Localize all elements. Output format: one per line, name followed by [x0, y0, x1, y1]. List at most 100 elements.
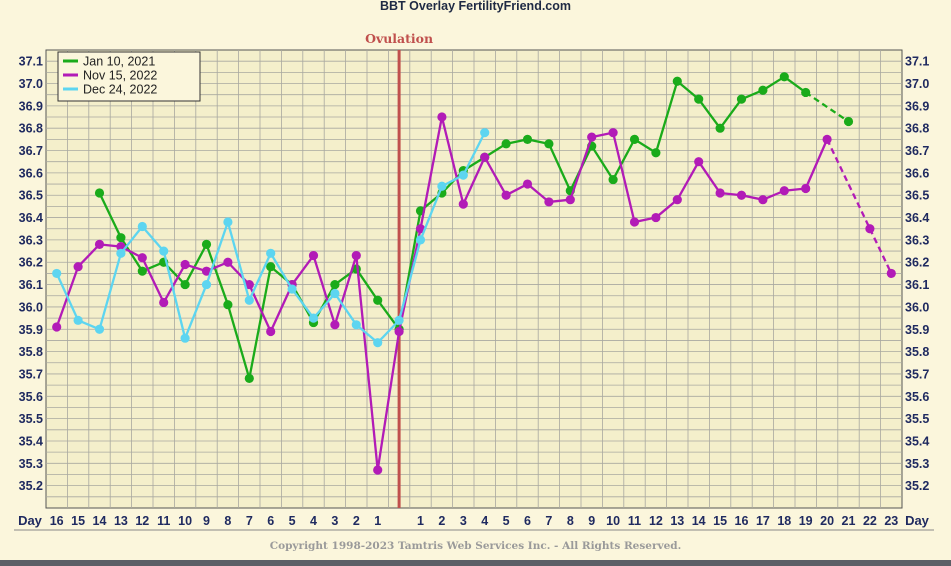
- data-point: [373, 338, 383, 348]
- x-tick-label: 11: [628, 514, 641, 528]
- data-point: [522, 134, 533, 144]
- series-segment: [312, 255, 336, 326]
- data-point: [651, 148, 661, 158]
- data-point: [137, 266, 147, 276]
- series-3: [52, 128, 490, 348]
- y-tick-label-left: 36.2: [19, 256, 43, 270]
- x-tick-label: 3: [460, 514, 467, 528]
- y-tick-label-right: 35.3: [905, 457, 929, 471]
- x-tick-label: 20: [820, 514, 834, 528]
- y-tick-label-right: 36.5: [905, 189, 929, 203]
- x-tick-label: 2: [438, 514, 445, 528]
- series-segment: [77, 243, 101, 268]
- series-segment: [676, 161, 700, 201]
- day-label-right: Day: [905, 513, 930, 528]
- data-point: [201, 266, 212, 276]
- data-point: [73, 262, 83, 272]
- x-tick-label: 4: [310, 514, 317, 528]
- series-segment: [462, 132, 486, 176]
- y-tick-label-left: 36.5: [19, 189, 43, 203]
- y-tick-label-left: 36.6: [19, 166, 43, 180]
- series-segment: [483, 156, 508, 196]
- series-segment: [120, 225, 144, 255]
- series-segment: [205, 221, 229, 285]
- x-tick-label: 11: [157, 514, 170, 528]
- x-tick-label: 5: [289, 514, 296, 528]
- series-segment: [333, 255, 358, 326]
- data-point: [651, 212, 661, 223]
- data-point: [608, 174, 618, 185]
- series-segment: [141, 257, 165, 303]
- x-tick-label: 9: [588, 514, 595, 528]
- series-segment: [184, 243, 208, 286]
- data-point: [330, 320, 340, 330]
- y-tick-label-right: 36.1: [905, 278, 929, 292]
- data-point: [544, 139, 554, 149]
- x-tick-label: 10: [606, 514, 620, 528]
- x-tick-label: 2: [353, 514, 360, 528]
- data-point: [308, 250, 319, 261]
- ovulation-label: Ovulation: [365, 31, 433, 46]
- data-point: [501, 190, 511, 200]
- y-tick-label-right: 36.8: [905, 122, 929, 136]
- series-segment: [98, 192, 122, 239]
- x-tick-label: 17: [756, 514, 770, 528]
- data-point: [159, 246, 169, 256]
- series-segment: [248, 266, 272, 379]
- series-segment: [376, 331, 401, 471]
- data-point: [201, 279, 212, 290]
- y-tick-label-left: 36.1: [19, 278, 43, 292]
- y-tick-label-left: 35.7: [19, 367, 43, 381]
- x-tick-label: 14: [692, 514, 706, 528]
- data-point: [137, 221, 147, 232]
- series-segment: [697, 98, 722, 129]
- series-segment: [355, 323, 379, 344]
- data-point: [373, 465, 383, 475]
- series-segment: [119, 237, 144, 272]
- data-point: [287, 284, 297, 294]
- data-point: [694, 94, 704, 104]
- x-tick-label: 13: [114, 514, 128, 528]
- y-tick-label-left: 37.0: [19, 77, 43, 91]
- series-segment: [226, 304, 251, 379]
- series-segment: [226, 221, 251, 301]
- data-point: [116, 233, 126, 243]
- x-tick-label: 6: [524, 514, 531, 528]
- series-segment: [397, 239, 422, 321]
- data-point: [587, 132, 597, 142]
- data-point: [94, 188, 105, 198]
- series-segment: [804, 138, 829, 189]
- data-point: [715, 123, 725, 133]
- series-segment: [612, 138, 636, 181]
- series-segment: [269, 284, 294, 332]
- series-segment: [547, 143, 572, 192]
- y-tick-label-right: 36.7: [905, 144, 929, 158]
- data-point: [394, 315, 404, 325]
- data-point: [266, 262, 276, 272]
- data-point: [779, 186, 789, 196]
- legend-entry: Dec 24, 2022: [83, 83, 157, 97]
- series-segment: [376, 319, 400, 344]
- series-layer: [52, 72, 896, 475]
- data-point: [458, 199, 468, 209]
- data-point: [415, 235, 426, 245]
- series-segment: [227, 261, 251, 286]
- series-segment: [291, 288, 315, 319]
- data-point: [544, 197, 554, 207]
- data-point: [244, 373, 254, 384]
- data-point: [180, 279, 190, 290]
- series-segment: [248, 252, 272, 301]
- series-segment: [162, 263, 187, 304]
- y-tick-label-left: 35.9: [19, 323, 43, 337]
- series-segment: [590, 145, 615, 181]
- y-tick-label-left: 35.5: [19, 412, 43, 426]
- grid: [14, 49, 934, 531]
- y-tick-label-left: 36.3: [19, 233, 43, 247]
- data-point: [672, 195, 682, 205]
- x-tick-label: 9: [203, 514, 210, 528]
- series-segment: [719, 98, 743, 129]
- series-segment: [569, 136, 593, 201]
- series-segment: [333, 292, 358, 326]
- data-point: [822, 134, 832, 144]
